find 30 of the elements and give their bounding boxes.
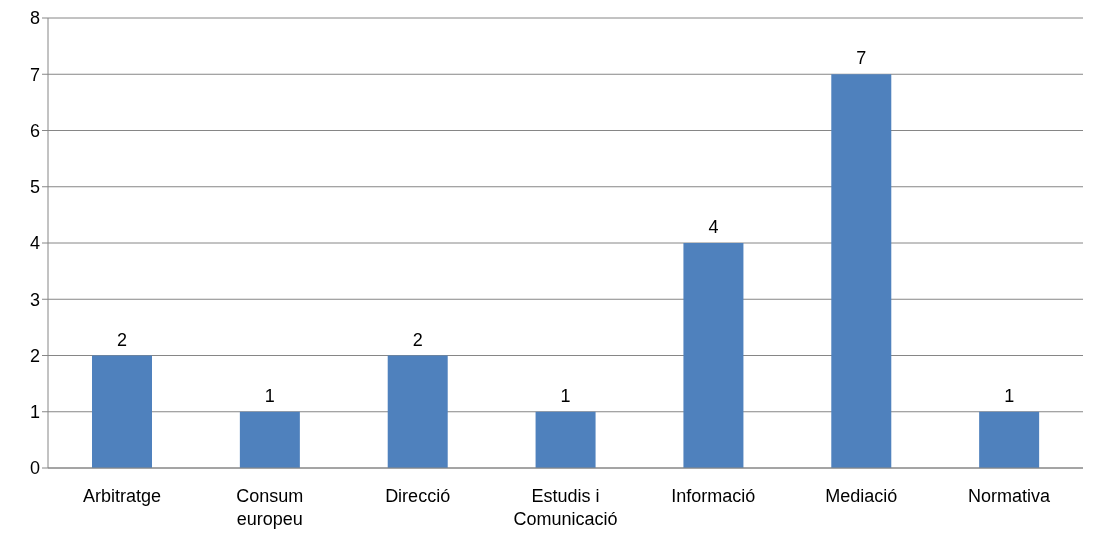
x-tick-label: Mediació	[825, 486, 898, 506]
y-tick-label: 4	[29, 233, 40, 254]
x-tick-label: Informació	[671, 486, 756, 506]
bar	[92, 355, 152, 468]
x-tick-label: Consum europeu	[236, 486, 304, 529]
data-label: 2	[412, 329, 423, 350]
x-tick-label: Arbitratge	[82, 486, 161, 506]
y-tick-label: 8	[29, 8, 40, 29]
data-label: 2	[116, 329, 128, 350]
y-tick-label: 1	[29, 402, 40, 423]
x-tick-label: Direcció	[385, 486, 451, 506]
bar	[239, 411, 300, 468]
y-tick-label: 5	[29, 177, 40, 198]
bar	[387, 355, 448, 468]
bar	[535, 411, 596, 468]
y-tick-label: 6	[29, 120, 40, 141]
y-tick-label: 3	[29, 289, 40, 310]
data-label: 1	[264, 385, 275, 406]
data-label: 1	[1004, 385, 1015, 406]
x-tick-label: Estudis i Comunicació	[513, 486, 618, 529]
bar	[683, 243, 744, 468]
data-label: 4	[708, 217, 719, 237]
bar	[831, 74, 892, 468]
y-tick-label: 2	[29, 345, 40, 366]
bar	[979, 411, 1040, 468]
y-tick-label: 0	[29, 458, 40, 479]
x-tick-label: Normativa	[968, 486, 1052, 506]
data-label: 1	[560, 385, 571, 406]
y-tick-label: 7	[29, 64, 40, 85]
data-label: 7	[856, 48, 867, 69]
